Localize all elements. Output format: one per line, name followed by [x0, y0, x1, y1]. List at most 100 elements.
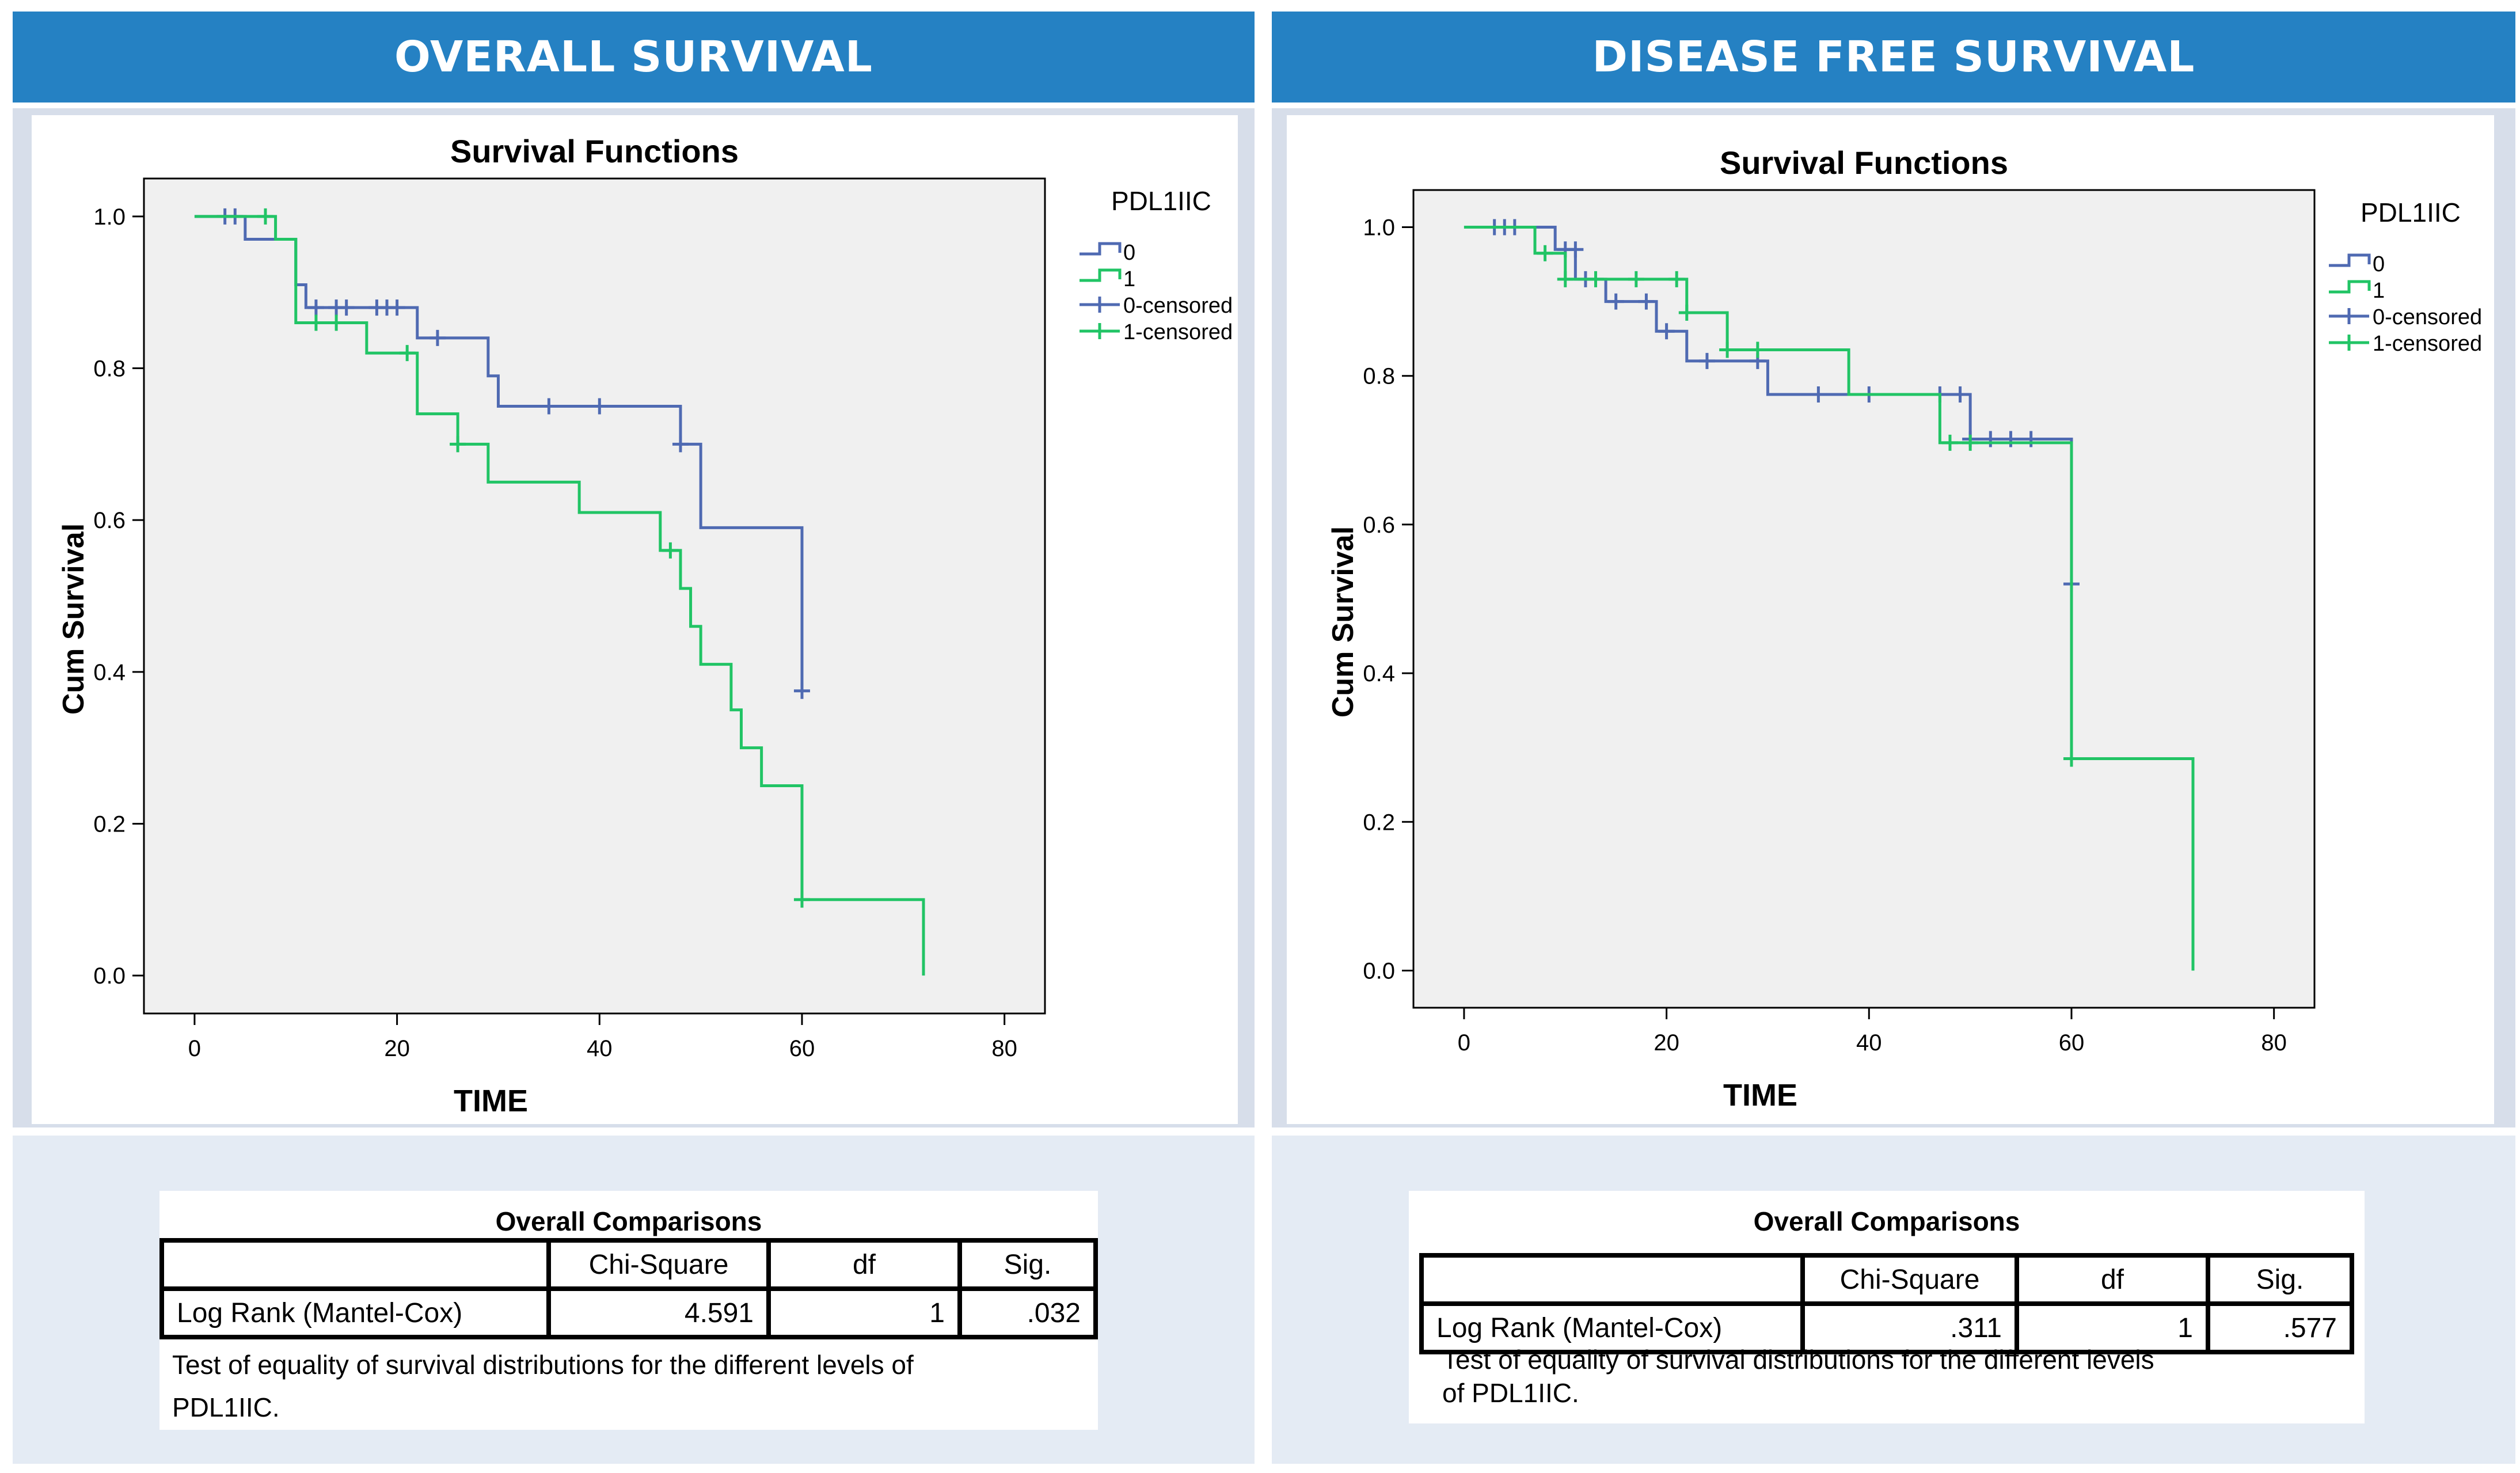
legend-label: 0-censored [2373, 305, 2482, 329]
censored-marker [1607, 293, 1624, 310]
censored-marker [1628, 271, 1644, 287]
censored-marker [399, 345, 416, 362]
legend-title: PDL1IIC [1111, 186, 1211, 216]
censored-marker [1982, 431, 1999, 447]
header-cell-df: df [2015, 1253, 2210, 1306]
x-tick-label: 80 [991, 1036, 1017, 1061]
x-tick-label: 60 [2059, 1030, 2085, 1056]
censored-marker [1537, 245, 1553, 261]
chart-title: Survival Functions [1720, 145, 2008, 181]
legend-label: 1 [2373, 279, 2385, 303]
censored-marker [1810, 386, 1827, 403]
censored-marker [2002, 431, 2019, 447]
censored-marker [328, 314, 345, 331]
table-header-row: Chi-Square df Sig. [1419, 1253, 2354, 1306]
legend-swatch [1080, 323, 1120, 339]
header-cell-df: df [766, 1238, 962, 1291]
row-label: Log Rank (Mantel-Cox) [1419, 1301, 1805, 1354]
censored-marker [429, 329, 446, 346]
censored-marker [1941, 434, 1958, 451]
stats-title: Overall Comparisons [1753, 1206, 2020, 1236]
legend-swatch [2329, 280, 2371, 294]
header-cell-chi-square: Chi-Square [546, 1238, 771, 1291]
stats-table: Chi-Square df Sig. Log Rank (Mantel-Cox)… [159, 1238, 1098, 1339]
y-tick-label: 0.0 [93, 963, 126, 989]
y-tick-label: 0.6 [1363, 512, 1395, 538]
censored-marker [793, 682, 810, 699]
censored-marker [1668, 271, 1685, 287]
note-line: PDL1IIC. [172, 1392, 280, 1422]
censored-marker [338, 299, 355, 316]
x-axis-label: TIME [1723, 1078, 1797, 1113]
legend-swatch [2329, 253, 2371, 267]
censored-marker [1587, 271, 1604, 287]
x-tick-label: 20 [1654, 1030, 1679, 1056]
censored-marker [1962, 434, 1979, 451]
df-value: 1 [2015, 1301, 2210, 1354]
chi-square-value: .311 [1800, 1301, 2019, 1354]
y-tick-label: 0.2 [1363, 810, 1395, 835]
censored-marker [307, 314, 324, 331]
x-tick-label: 40 [587, 1036, 613, 1061]
legend-label: 1 [1123, 267, 1135, 291]
note-line: of PDL1IIC. [1442, 1378, 1579, 1408]
header-cell-empty [1419, 1253, 1805, 1306]
censored-marker [2023, 431, 2039, 447]
censored-marker [591, 398, 608, 415]
censored-marker [1678, 305, 1695, 321]
header-cell-chi-square: Chi-Square [1800, 1253, 2019, 1306]
stats-table: Chi-Square df Sig. Log Rank (Mantel-Cox)… [1419, 1253, 2354, 1354]
censored-marker [1567, 241, 1584, 258]
legend-swatch [1080, 242, 1122, 256]
sig-value: .032 [957, 1286, 1098, 1339]
y-tick-label: 0.8 [93, 356, 126, 382]
row-label: Log Rank (Mantel-Cox) [159, 1286, 551, 1339]
plot-area [143, 177, 1046, 1015]
disease-free-survival-panel: DISEASE FREE SURVIVAL Survival Functions… [1259, 0, 2520, 1473]
chart-area: Survival Functions 0.0 0.2 0.4 0.6 0.8 1.0 0 20 4… [32, 115, 1238, 1124]
table-note: Test of equality of survival distributio… [172, 1343, 914, 1429]
sig-value: .577 [2206, 1301, 2354, 1354]
legend-label: 0 [2373, 252, 2385, 276]
legend-swatch [1080, 268, 1122, 282]
table-row: Log Rank (Mantel-Cox) 4.591 1 .032 [159, 1286, 1098, 1339]
table-header-row: Chi-Square df Sig. [159, 1238, 1098, 1291]
censored-marker [1698, 352, 1715, 369]
chi-square-value: 4.591 [546, 1286, 771, 1339]
panel-header: OVERALL SURVIVAL [13, 12, 1255, 102]
stats-box: Overall Comparisons Chi-Square df Sig. L… [159, 1191, 1098, 1430]
stats-box: Overall Comparisons Chi-Square df Sig. L… [1409, 1191, 2365, 1423]
legend-label: 0 [1123, 241, 1135, 265]
legend-label: 0-censored [1123, 294, 1233, 318]
panel-header: DISEASE FREE SURVIVAL [1272, 12, 2515, 102]
note-line: Test of equality of survival distributio… [172, 1350, 914, 1380]
censored-marker [1952, 386, 1968, 403]
x-tick-label: 0 [188, 1036, 201, 1061]
x-tick-label: 60 [789, 1036, 815, 1061]
survival-chart: Survival Functions 0.0 0.2 0.4 0.6 0.8 1.0 0 20 4… [57, 133, 1233, 1118]
x-tick-label: 40 [1856, 1030, 1882, 1056]
x-tick-label: 80 [2261, 1030, 2287, 1056]
y-axis-label: Cum Survival [57, 523, 90, 715]
y-tick-label: 0.4 [93, 660, 126, 685]
plot-area [1412, 189, 2316, 1009]
y-tick-label: 1.0 [1363, 215, 1395, 241]
survival-chart: Survival Functions 0.0 0.2 0.4 0.6 0.8 1.0 0 20 4… [1326, 145, 2482, 1113]
censored-marker [1557, 271, 1573, 287]
x-tick-label: 0 [1458, 1030, 1470, 1056]
censored-marker [257, 208, 274, 225]
y-tick-label: 0.6 [93, 508, 126, 533]
df-value: 1 [766, 1286, 962, 1339]
censored-marker [662, 542, 679, 559]
table-row: Log Rank (Mantel-Cox) .311 1 .577 [1419, 1301, 2354, 1354]
x-axis-label: TIME [454, 1084, 528, 1118]
stats-title: Overall Comparisons [495, 1206, 762, 1236]
y-tick-label: 0.0 [1363, 958, 1395, 984]
y-tick-label: 0.8 [1363, 364, 1395, 389]
y-tick-label: 0.2 [93, 811, 126, 837]
header-cell-sig: Sig. [2206, 1253, 2354, 1306]
chart-title: Survival Functions [450, 133, 739, 169]
legend-swatch [1080, 297, 1120, 313]
y-tick-label: 1.0 [93, 204, 126, 230]
censored-marker [793, 891, 810, 908]
